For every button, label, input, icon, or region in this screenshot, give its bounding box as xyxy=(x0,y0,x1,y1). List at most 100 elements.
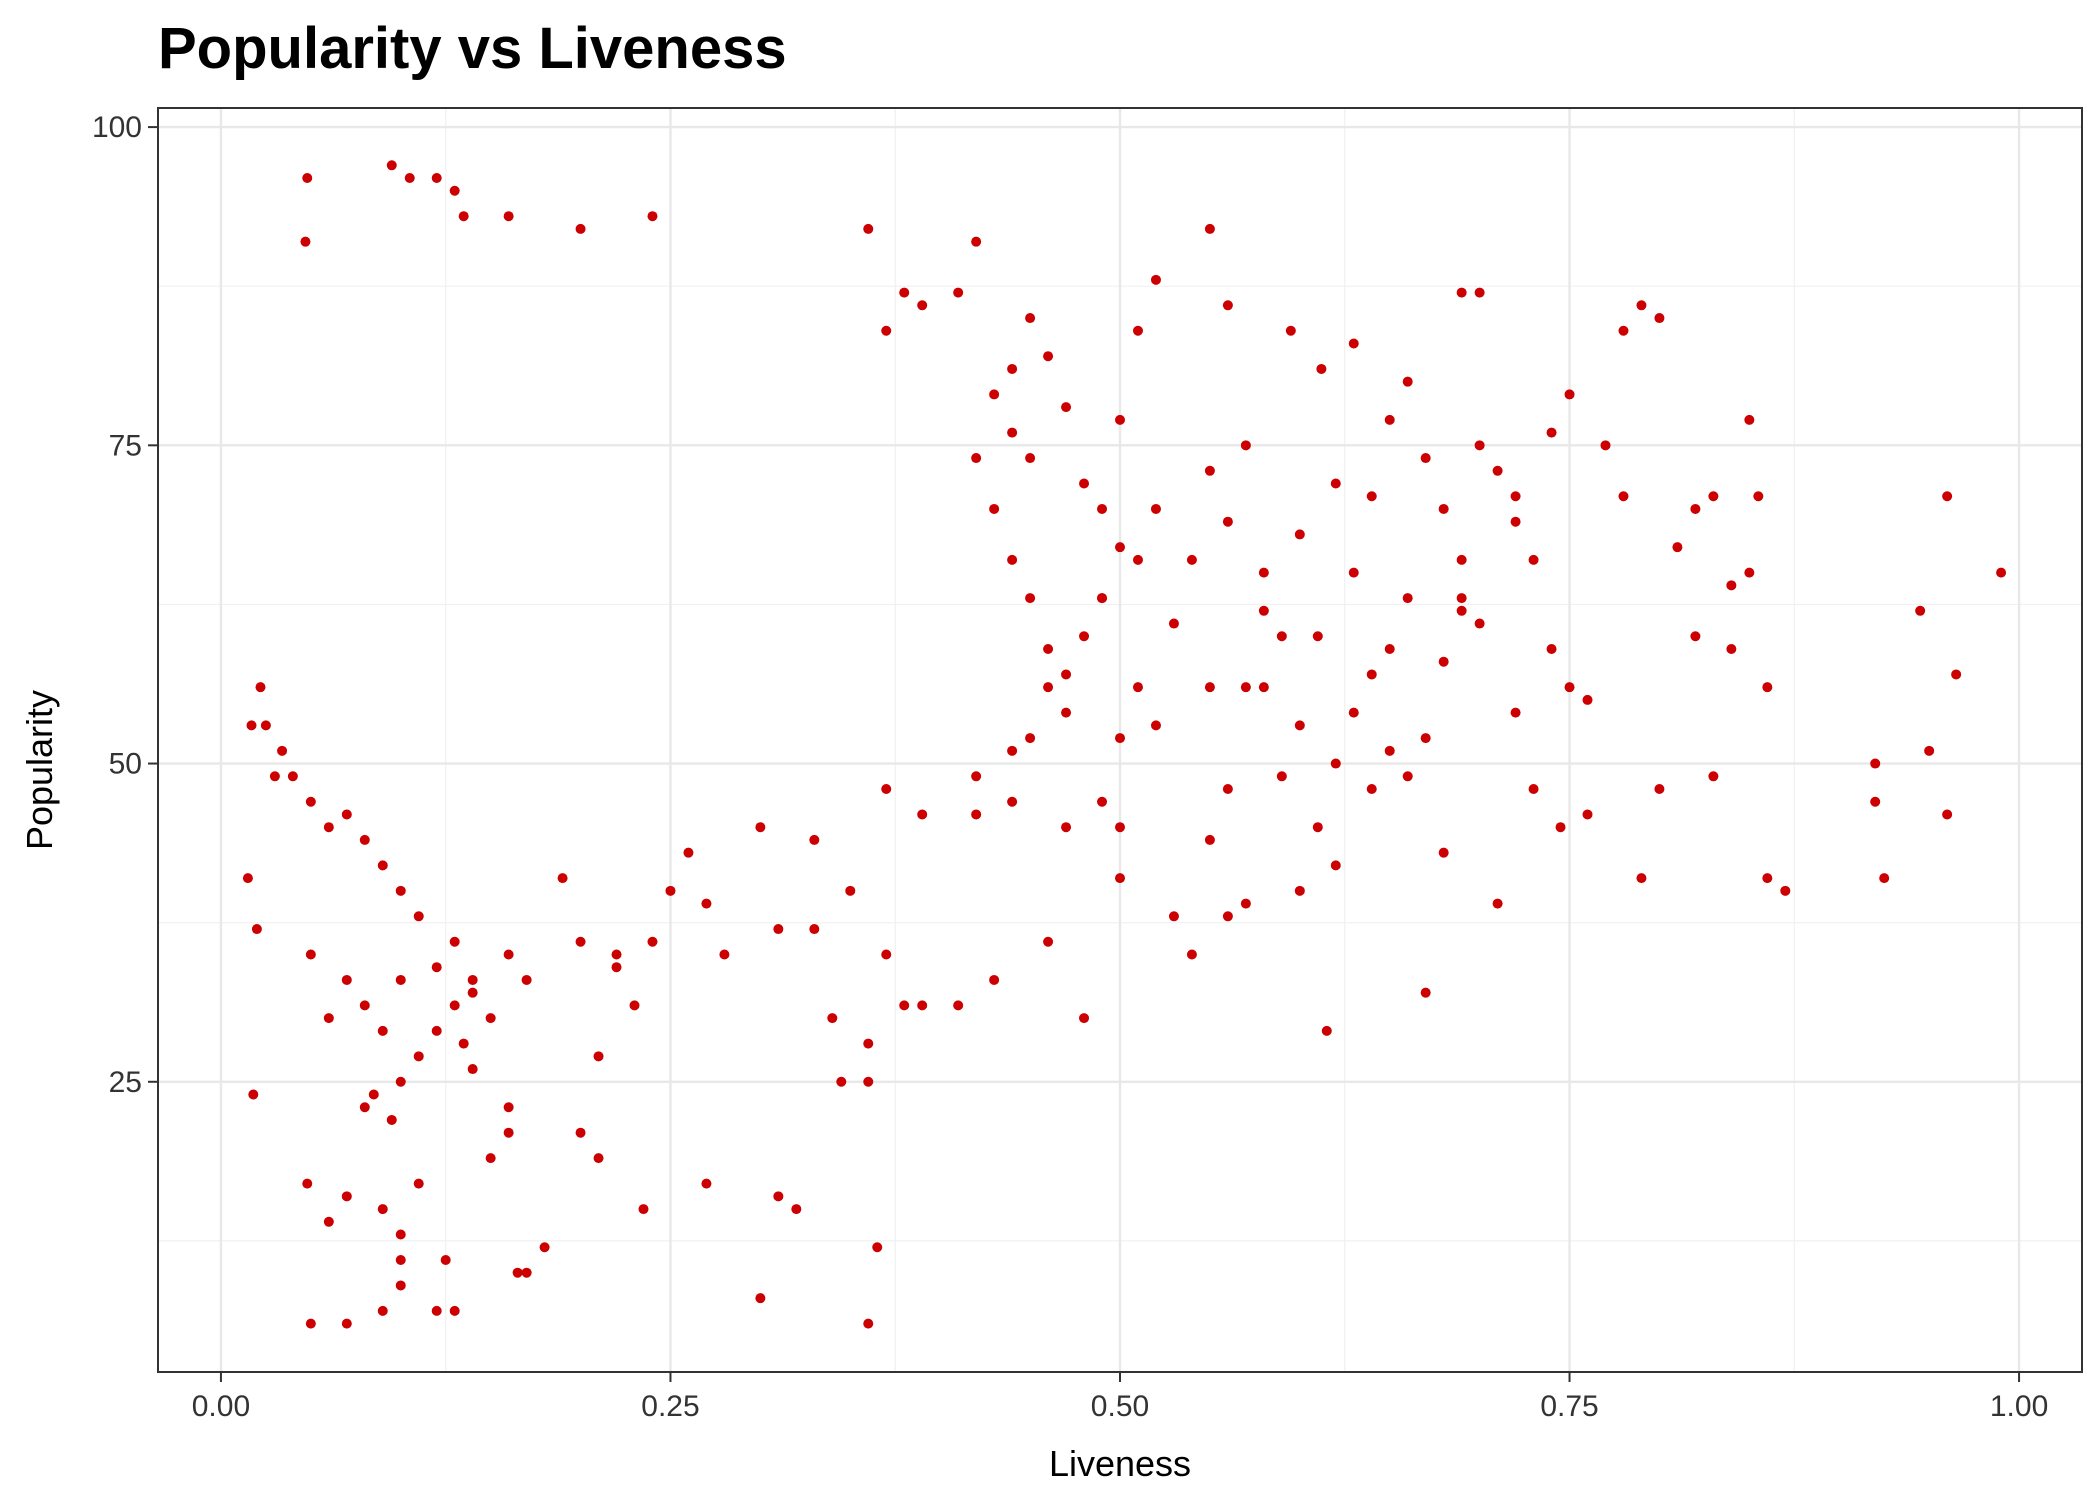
data-point xyxy=(1294,885,1305,896)
data-point xyxy=(1258,605,1269,616)
data-point xyxy=(1672,542,1683,553)
data-point xyxy=(449,1305,460,1316)
data-point xyxy=(1474,287,1485,298)
data-point xyxy=(1330,860,1341,871)
data-point xyxy=(863,1318,874,1329)
data-point xyxy=(1079,478,1090,489)
data-point xyxy=(1456,554,1467,565)
data-point xyxy=(1204,465,1215,476)
data-point xyxy=(449,936,460,947)
data-point xyxy=(246,720,257,731)
data-point xyxy=(1007,745,1018,756)
data-point xyxy=(1654,784,1665,795)
data-point xyxy=(1150,720,1161,731)
data-point xyxy=(611,962,622,973)
data-point xyxy=(512,1267,523,1278)
data-point xyxy=(359,1102,370,1113)
data-point xyxy=(1061,402,1072,413)
data-point xyxy=(1043,351,1054,362)
data-point xyxy=(1025,593,1036,604)
data-point xyxy=(386,1114,397,1125)
data-point xyxy=(521,1267,532,1278)
data-point xyxy=(1312,631,1323,642)
data-point xyxy=(1438,847,1449,858)
data-point xyxy=(557,873,568,884)
data-point xyxy=(413,1178,424,1189)
data-point xyxy=(1240,898,1251,909)
data-point xyxy=(1222,300,1233,311)
data-point xyxy=(1240,440,1251,451)
data-point xyxy=(1492,898,1503,909)
data-point xyxy=(1942,491,1953,502)
data-point xyxy=(809,924,820,935)
data-point xyxy=(773,924,784,935)
data-point xyxy=(1546,427,1557,438)
data-point xyxy=(917,809,928,820)
data-point xyxy=(1321,1025,1332,1036)
data-point xyxy=(302,173,313,184)
data-point xyxy=(1348,707,1359,718)
x-tick-label: 0.25 xyxy=(641,1390,699,1423)
data-point xyxy=(953,1000,964,1011)
data-point xyxy=(404,173,415,184)
data-point xyxy=(899,287,910,298)
data-points xyxy=(242,160,2007,1329)
data-point xyxy=(431,173,442,184)
data-point xyxy=(485,1153,496,1164)
data-point xyxy=(1061,707,1072,718)
data-point xyxy=(323,1216,334,1227)
x-tick-label: 0.50 xyxy=(1091,1390,1149,1423)
data-point xyxy=(1240,682,1251,693)
data-point xyxy=(302,1178,313,1189)
data-point xyxy=(827,1013,838,1024)
x-axis-label: Liveness xyxy=(1049,1443,1191,1484)
data-point xyxy=(593,1051,604,1062)
data-point xyxy=(1025,733,1036,744)
data-point xyxy=(719,949,730,960)
data-point xyxy=(1097,503,1108,514)
data-point xyxy=(1780,885,1791,896)
data-point xyxy=(341,974,352,985)
data-point xyxy=(1007,427,1018,438)
data-point xyxy=(1492,465,1503,476)
data-point xyxy=(431,962,442,973)
data-point xyxy=(1753,491,1764,502)
data-point xyxy=(773,1191,784,1202)
data-point xyxy=(503,1102,514,1113)
data-point xyxy=(1438,503,1449,514)
data-point xyxy=(1348,338,1359,349)
data-point xyxy=(1474,618,1485,629)
data-point xyxy=(971,453,982,464)
data-point xyxy=(1564,682,1575,693)
data-point xyxy=(395,974,406,985)
data-point xyxy=(1276,631,1287,642)
data-point xyxy=(1915,605,1926,616)
y-tick-label: 100 xyxy=(92,111,142,144)
data-point xyxy=(1043,936,1054,947)
data-point xyxy=(1951,669,1962,680)
data-point xyxy=(1258,682,1269,693)
data-point xyxy=(305,796,316,807)
data-point xyxy=(1996,567,2007,578)
data-point xyxy=(1384,414,1395,425)
data-point xyxy=(575,1127,586,1138)
data-point xyxy=(395,1076,406,1087)
data-point xyxy=(1744,567,1755,578)
data-point xyxy=(260,720,271,731)
data-point xyxy=(1025,453,1036,464)
data-point xyxy=(1438,656,1449,667)
data-point xyxy=(863,1076,874,1087)
data-point xyxy=(305,949,316,960)
data-point xyxy=(287,771,298,782)
data-point xyxy=(1007,554,1018,565)
data-point xyxy=(1285,325,1296,336)
data-point xyxy=(1150,274,1161,285)
data-point xyxy=(359,834,370,845)
data-point xyxy=(791,1204,802,1215)
data-point xyxy=(467,1064,478,1075)
data-point xyxy=(1546,643,1557,654)
data-point xyxy=(917,300,928,311)
y-tick-label: 50 xyxy=(109,748,142,781)
data-point xyxy=(458,211,469,222)
